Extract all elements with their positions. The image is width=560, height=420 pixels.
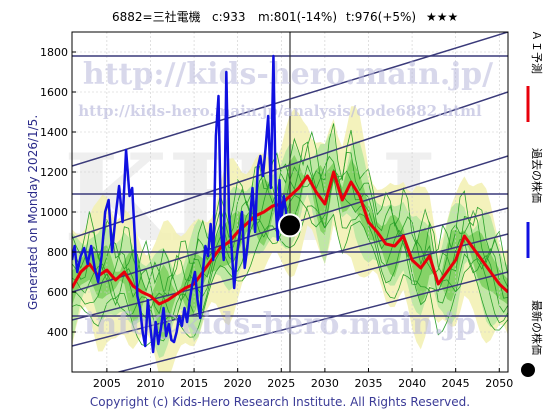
header-code-name: 6882=三社電機 [112, 9, 201, 24]
y-tick-label: 600 [47, 286, 68, 299]
y-tick-label: 1800 [40, 46, 68, 59]
x-tick-label: 2030 [311, 377, 339, 390]
forecast-band-inner [72, 155, 508, 340]
x-tick-label: 2010 [136, 377, 164, 390]
axis-ticks: 2005 2010 2015 2020 2025 2030 2035 2040 2045 2050… [40, 46, 513, 390]
trend-line [72, 91, 508, 239]
y-tick-label: 400 [47, 326, 68, 339]
series-lines [72, 54, 508, 354]
y-tick-label: 1000 [40, 206, 68, 219]
x-tick-label: 2050 [485, 377, 513, 390]
series-forecast-line [72, 170, 508, 306]
trend-line [72, 233, 508, 347]
header-rating: ★★★ [426, 10, 458, 24]
series-past-line [72, 54, 292, 354]
legend-label-past: 過去の株価 [530, 148, 544, 203]
x-tick-label: 2035 [354, 377, 382, 390]
latest-marker-layer [278, 213, 302, 238]
legend-label-latest: 最新の株価 [530, 300, 544, 355]
legend-swatch-latest [521, 363, 535, 377]
latest-price-marker [278, 213, 302, 238]
x-tick-label: 2040 [398, 377, 426, 390]
y-tick-label: 1400 [40, 126, 68, 139]
legend-label-forecast: ＡＩ予測 [530, 30, 544, 74]
watermark-analysis-url: http://kids-hero.main.jp/analysis/code68… [78, 102, 482, 120]
reference-levels [72, 32, 508, 372]
x-tick-label: 2025 [267, 377, 295, 390]
x-tick-label: 2045 [442, 377, 470, 390]
trend-lines [72, 32, 508, 372]
y-tick-label: 1200 [40, 166, 68, 179]
header-mean: m:801(-14%) [258, 10, 337, 24]
plot-frame [71, 31, 509, 373]
header-current: c:933 [212, 10, 246, 24]
trend-line [72, 207, 508, 321]
trend-line [72, 32, 508, 167]
header-target: t:976(+5%) [346, 10, 416, 24]
generated-date-label: Generated on Monday 2026/1/5. [26, 115, 40, 310]
x-tick-label: 2020 [224, 377, 252, 390]
y-tick-label: 800 [47, 246, 68, 259]
legend: ＡＩ予測 過去の株価 最新の株価 [521, 30, 544, 377]
y-tick-label: 1600 [40, 86, 68, 99]
footer-copyright: Copyright (c) Kids-Hero Research Institu… [90, 395, 470, 409]
x-tick-label: 2005 [93, 377, 121, 390]
trend-line [115, 271, 508, 372]
watermark-url: http://kids-hero.main.jp/ [83, 57, 493, 92]
x-tick-label: 2015 [180, 377, 208, 390]
